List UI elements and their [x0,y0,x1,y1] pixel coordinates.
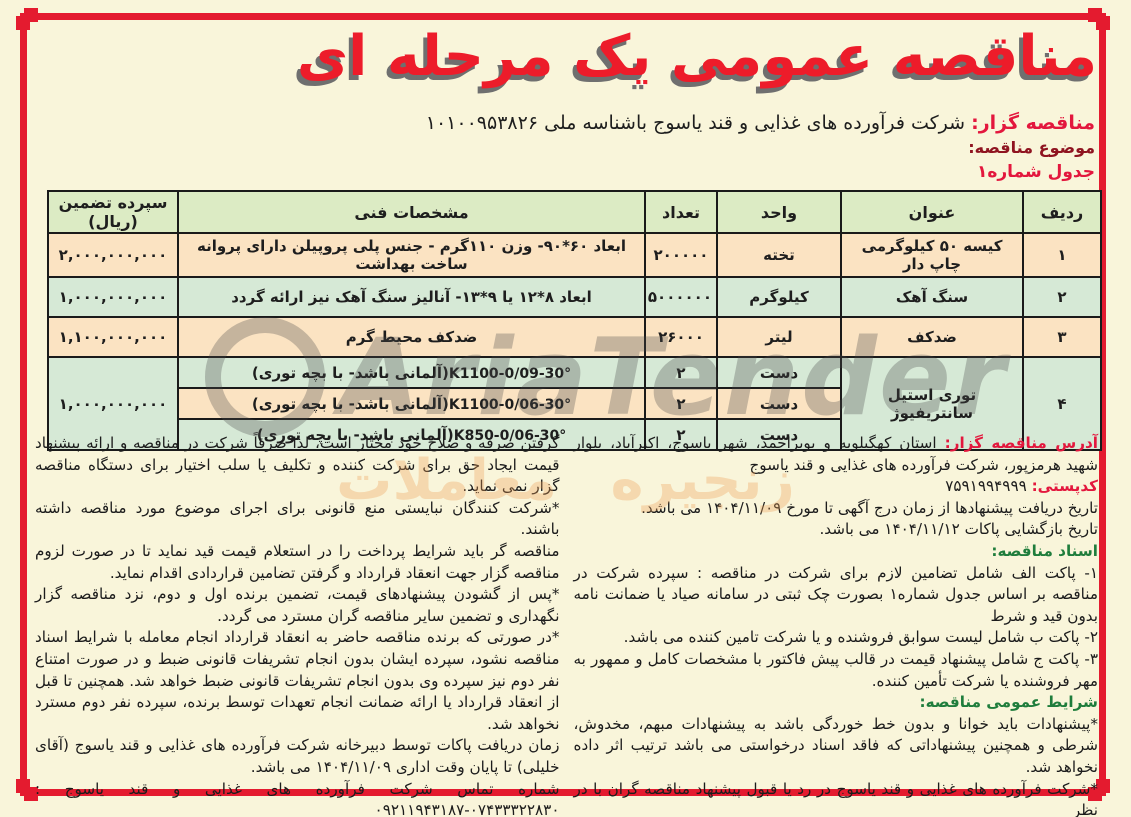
cell-deposit: ۲,۰۰۰,۰۰۰,۰۰۰ [47,232,179,278]
header-title: عنوان [840,190,1024,234]
spec-model-code: K1100-0/06-30° [448,396,572,413]
table-subrow: ۴ توری استیل سانتریفیوژ دست ۲ K1100-0/09… [47,356,1102,451]
cell-unit: تخته [716,232,842,278]
cell-spec: ابعاد ۸*۱۲ یا ۹*۱۳- آنالیز سنگ آهک نیز ا… [177,276,646,318]
envelope-c-paragraph: ۳- پاکت ج شامل پیشنهاد قیمت در قالب پیش … [573,649,1099,690]
cell-unit: لیتر [716,316,842,358]
discretion-paragraph: گرفتن صرفه و صلاح خود مختار است، لذا صرف… [35,434,560,496]
header-deposit: سپرده تضمین (ریال) [47,190,179,234]
envelope-b-paragraph: ۲- پاکت ب شامل لیست سوابق فروشنده و یا ش… [623,628,1098,647]
bottom-text-columns: آدرس مناقصه گزار: استان کهگیلویه و بویرا… [35,433,1099,817]
organizer-line: مناقصه گزار: شرکت فرآورده های غذایی و قن… [40,110,1095,136]
cell-deposit: ۱,۰۰۰,۰۰۰,۰۰۰ [47,356,179,451]
table-row: ۱ کیسه ۵۰ کیلوگرمی چاپ دار تخته ۲۰۰۰۰۰ ا… [47,232,1102,278]
legibility-term-paragraph: *پیشنهادات باید خوانا و بدون خط خوردگی ب… [573,714,1099,776]
cell-spec: K1100-0/06-30°(آلمانی باشد- با بچه توری) [177,387,646,420]
cell-deposit: ۱,۱۰۰,۰۰۰,۰۰۰ [47,316,179,358]
border-corner-ornament [24,8,38,22]
tender-items-table: ردیف عنوان واحد تعداد مشخصات فنی سپرده ت… [47,190,1102,451]
header-qty: تعداد [644,190,718,234]
organizer-text: شرکت فرآورده های غذایی و قند یاسوج باشنا… [425,112,966,134]
cell-spec: ضدکف محیط گرم [177,316,646,358]
acceptance-term-paragraph: *شرکت فرآورده های غذایی و قند یاسوج در ر… [573,779,1099,817]
table-subrow: دست ۲ K1100-0/06-30°(آلمانی باشد- با بچه… [48,387,1101,420]
payment-terms-paragraph: مناقصه گر باید شرایط پرداخت را در استعلا… [35,541,560,582]
cell-spec: ابعاد ۶۰*۹۰- وزن ۱۱۰گرم - جنس پلی پروپیل… [177,232,646,278]
opening-date-paragraph: تاریخ بازگشایی پاکات ۱۴۰۴/۱۱/۱۲ می باشد. [819,520,1098,539]
envelope-receipt-paragraph: زمان دریافت پاکات توسط دبیرخانه شرکت فرآ… [35,736,560,776]
cell-qty: ۲ [644,387,718,420]
cell-title: سنگ آهک [840,276,1024,318]
proposal-deadline-paragraph: تاریخ دریافت پیشنهادها از زمان درج آگهی … [641,498,1098,517]
intro-block: مناقصه گزار: شرکت فرآورده های غذایی و قن… [40,110,1095,185]
deposit-return-paragraph: *پس از گشودن پیشنهادهای قیمت، تضمین برند… [35,585,560,625]
border-corner-ornament [1088,8,1102,22]
spec-model-code: K1100-0/09-30° [448,365,572,382]
spec-note: (آلمانی باشد- با بچه توری) [251,394,449,413]
cell-qty: ۲۶۰۰۰ [644,316,718,358]
table-subrow: دست ۲ K850-0/06-30°(آلمانی باشد- با بچه … [48,418,1101,451]
cell-qty: ۲ [644,418,718,451]
cell-unit: دست [716,418,842,451]
page-title: مناقصه عمومی یک مرحله ای [296,24,1098,89]
cell-title: ضدکف [840,316,1024,358]
cell-spec: K1100-0/09-30°(آلمانی باشد- با بچه توری) [177,356,646,389]
cell-row-number: ۳ [1022,316,1102,358]
cell-unit: کیلوگرم [716,276,842,318]
documents-heading: اسناد مناقصه: [991,541,1098,560]
spec-note: (آلمانی باشد- با بچه توری) [251,363,449,382]
cell-qty: ۵۰۰۰۰۰۰ [644,276,718,318]
table-header-row: ردیف عنوان واحد تعداد مشخصات فنی سپرده ت… [47,190,1102,234]
cell-title: کیسه ۵۰ کیلوگرمی چاپ دار [840,232,1024,278]
header-row-number: ردیف [1022,190,1102,234]
cell-title: توری استیل سانتریفیوژ [840,356,1024,451]
table-number-label: جدول شماره۱ [976,162,1095,182]
general-terms-heading: شرایط عمومی مناقصه: [919,693,1098,712]
envelope-a-paragraph: ۱- پاکت الف شامل تضامین لازم برای شرکت د… [573,563,1099,625]
spec-note: (آلمانی باشد- با بچه توری) [256,425,454,444]
cell-qty: ۲۰۰۰۰۰ [644,232,718,278]
spec-model-code: K850-0/06-30° [453,427,567,444]
postal-code-paragraph: کدپستی: ۷۵۹۱۹۹۴۹۹۹ [574,476,1098,498]
address-text: استان کهگیلویه و بویراحمد، شهر یاسوج، اک… [573,434,1099,474]
right-text-column: آدرس مناقصه گزار: استان کهگیلویه و بویرا… [573,433,1099,817]
address-label: آدرس مناقصه گزار: [944,434,1098,452]
cell-unit: دست [716,356,842,389]
legal-ban-paragraph: *شرکت کنندگان نبایستی منع قانونی برای اج… [35,498,560,539]
cell-deposit: ۱,۰۰۰,۰۰۰,۰۰۰ [47,276,179,318]
cell-qty: ۲ [644,356,718,389]
address-paragraph: آدرس مناقصه گزار: استان کهگیلویه و بویرا… [574,433,1099,476]
contact-phone-paragraph: شماره تماس شرکت فرآورده های غذایی و قند … [35,779,560,817]
postal-code-label: کدپستی: [1031,477,1098,496]
table-row: ۲ سنگ آهک کیلوگرم ۵۰۰۰۰۰۰ ابعاد ۸*۱۲ یا … [47,276,1102,318]
cell-row-number: ۲ [1022,276,1102,318]
cell-row-number: ۴ [1022,356,1102,451]
cell-unit: دست [716,387,842,420]
cell-spec: K850-0/06-30°(آلمانی باشد- با بچه توری) [177,418,646,451]
postal-code-value: ۷۵۹۱۹۹۴۹۹۹ [945,477,1027,496]
organizer-label: مناقصه گزار: [971,112,1095,134]
cell-row-number: ۱ [1022,232,1102,278]
header-unit: واحد [716,190,842,234]
left-text-column: گرفتن صرفه و صلاح خود مختار است، لذا صرف… [35,433,560,817]
subject-line: موضوع مناقصه: [968,138,1095,157]
table-row: ۳ ضدکف لیتر ۲۶۰۰۰ ضدکف محیط گرم ۱,۱۰۰,۰۰… [47,316,1102,358]
header-spec: مشخصات فنی [177,190,646,234]
forfeiture-paragraph: *در صورتی که برنده مناقصه حاضر به انعقاد… [35,628,560,733]
